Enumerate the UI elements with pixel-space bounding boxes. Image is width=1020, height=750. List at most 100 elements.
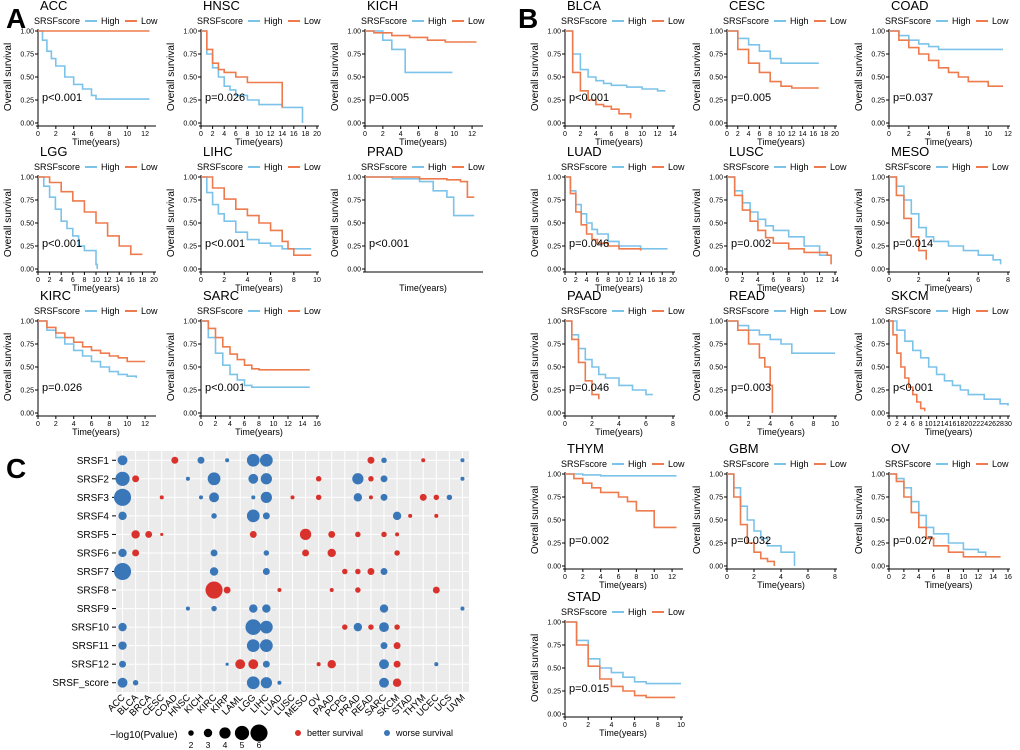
x-tick-label: 10	[615, 277, 623, 284]
legend-title: SRSFscore	[197, 162, 243, 172]
y-tick-label: 0.00	[871, 564, 885, 571]
legend-low-label: Low	[468, 16, 485, 26]
legend-high-label: High	[428, 162, 447, 172]
y-axis-label: Overall survival	[854, 333, 865, 401]
km-curve-low	[365, 176, 475, 198]
y-axis-label: Overall survival	[3, 333, 14, 401]
bubble-point	[353, 622, 363, 632]
x-tick-label: 10	[777, 131, 785, 138]
x-tick-label: 6	[947, 131, 951, 138]
bubble-point	[379, 604, 389, 613]
p-value: p=0.026	[42, 382, 82, 394]
legend-low-label: Low	[141, 306, 158, 316]
y-tick-label: 0.75	[871, 52, 885, 59]
y-tick-label: 0.75	[183, 342, 197, 349]
km-plot-cesc: CESC SRSFscore High Low 0.00 0.25 0.50 0.75 1.00…	[692, 0, 847, 147]
x-tick-label: 12	[141, 131, 149, 138]
y-tick-label: 1.00	[547, 29, 561, 36]
km-curve-low	[727, 176, 832, 265]
x-axis-label: Time(years)	[599, 580, 647, 590]
bubble-point	[421, 458, 426, 463]
bubble-point	[117, 677, 128, 688]
bubble-point	[352, 473, 364, 485]
x-tick-label: 2	[740, 277, 744, 284]
x-tick-label: 0	[363, 131, 367, 138]
x-tick-label: 6	[932, 574, 936, 581]
p-value: p<0.001	[569, 92, 609, 104]
p-value: p=0.037	[893, 92, 933, 104]
y-tick-label: 0.50	[871, 75, 885, 82]
km-curve-high	[565, 320, 653, 396]
x-tick-label: 4	[228, 421, 232, 428]
x-axis-label: Time(years)	[72, 283, 120, 293]
gene-tick-label: SRSF8	[77, 586, 110, 597]
x-tick-label: 12	[141, 421, 149, 428]
x-tick-label: 0	[36, 131, 40, 138]
legend: SRSFscore High Low	[885, 16, 1009, 26]
x-tick-label: 12	[1004, 131, 1012, 138]
x-tick-label: 10	[677, 722, 685, 729]
y-tick-label: 0.00	[183, 411, 197, 418]
x-tick-label: 2	[586, 722, 590, 729]
legend-low-label: Low	[830, 162, 847, 172]
bubble-point	[118, 622, 127, 632]
y-tick-label: 0.00	[709, 564, 723, 571]
x-tick-label: 16	[127, 277, 135, 284]
legend: SRSFscore High Low	[723, 16, 847, 26]
x-tick-label: 8	[606, 277, 610, 284]
x-tick-label: 4	[947, 277, 951, 284]
y-axis-label: Overall survival	[530, 43, 541, 111]
x-tick-label: 14	[799, 131, 807, 138]
km-curve-high	[365, 176, 475, 217]
legend-title: SRSFscore	[561, 459, 607, 469]
gene-tick-label: SRSF1	[77, 456, 110, 467]
x-tick-label: 8	[833, 574, 837, 581]
legend: SRSFscore High Low	[197, 16, 321, 26]
y-tick-label: 0.50	[347, 75, 361, 82]
x-tick-label: 8	[768, 131, 772, 138]
worse-survival-dot	[384, 730, 390, 736]
y-tick-label: 1.00	[709, 472, 723, 479]
y-tick-label: 0.25	[20, 244, 34, 251]
legend-high-label: High	[628, 607, 647, 617]
bubble-point	[379, 677, 389, 688]
km-curve-low	[565, 621, 676, 699]
km-curve-low	[889, 473, 1001, 558]
bubble-point	[419, 493, 427, 501]
x-tick-label: 6	[595, 277, 599, 284]
x-tick-label: 8	[107, 421, 111, 428]
x-tick-label: 0	[563, 277, 567, 284]
x-tick-label: 4	[617, 421, 621, 428]
km-curve-low	[889, 176, 927, 260]
y-tick-label: 0.25	[547, 541, 561, 548]
x-tick-label: 8	[671, 421, 675, 428]
x-axis-label: Time(years)	[595, 137, 643, 147]
y-axis-label: Overall survival	[854, 43, 865, 111]
y-tick-label: 0.75	[547, 643, 561, 650]
y-tick-label: 0.75	[871, 495, 885, 502]
x-tick-label: 14	[669, 131, 677, 138]
x-tick-label: 12	[654, 131, 662, 138]
bubble-point	[392, 511, 402, 521]
bubble-point	[262, 512, 270, 520]
plot-title: OV	[891, 441, 910, 456]
y-tick-label: 0.25	[183, 98, 197, 105]
x-tick-label: 6	[90, 421, 94, 428]
bubble-point	[433, 494, 440, 501]
y-tick-label: 0.75	[20, 52, 34, 59]
bubble-point	[246, 676, 260, 690]
legend-title: SRSFscore	[561, 16, 607, 26]
legend-title: SRSFscore	[561, 162, 607, 172]
y-tick-label: 0.00	[547, 564, 561, 571]
x-tick-label: 2	[752, 574, 756, 581]
y-tick-label: 0.00	[547, 267, 561, 274]
p-value: p=0.005	[731, 92, 771, 104]
x-tick-label: 2	[214, 421, 218, 428]
x-tick-label: 4	[599, 574, 603, 581]
x-tick-label: 16	[290, 131, 298, 138]
x-tick-label: 20	[313, 131, 321, 138]
legend: SRSFscore High Low	[885, 306, 1009, 316]
x-tick-label: 6	[911, 421, 915, 428]
y-tick-label: 0.25	[871, 98, 885, 105]
bubble-point	[290, 495, 295, 500]
